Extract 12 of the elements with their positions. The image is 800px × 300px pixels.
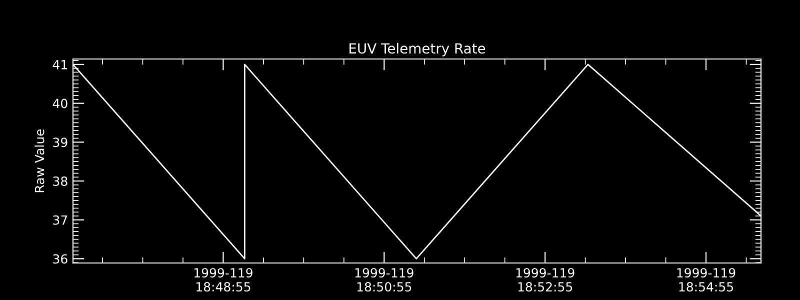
x-tick-label: 1999-119 18:48:55 xyxy=(194,268,252,292)
x-tick-label: 1999-119 18:52:55 xyxy=(516,268,574,292)
y-tick-label: 38 xyxy=(53,176,68,186)
y-tick-label: 37 xyxy=(53,215,68,225)
y-tick-label: 36 xyxy=(53,254,68,264)
chart-title: EUV Telemetry Rate xyxy=(350,42,486,56)
y-tick-label: 41 xyxy=(52,60,67,70)
x-tick-label: 1999-119 18:50:55 xyxy=(355,268,414,292)
y-tick-label: 40 xyxy=(52,98,68,108)
x-tick-label: 1999-119 18:54:55 xyxy=(677,268,736,292)
y-tick-label: 39 xyxy=(53,138,68,148)
y-axis-title: Raw Value xyxy=(34,129,44,192)
